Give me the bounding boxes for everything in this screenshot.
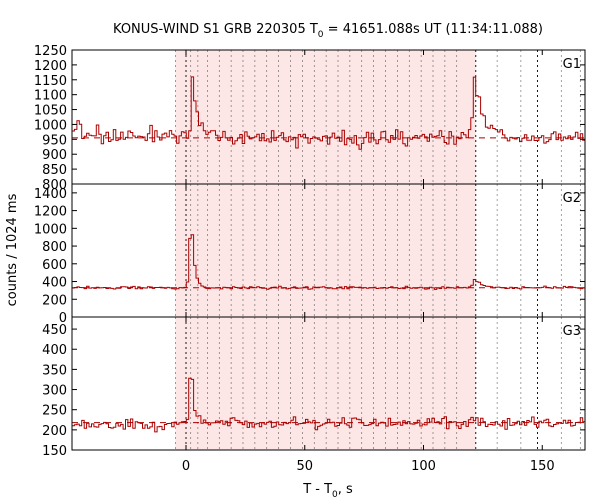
y-tick-label: 200 bbox=[42, 424, 67, 439]
panel-label-g1: G1 bbox=[563, 57, 581, 72]
lightcurve-g2 bbox=[72, 234, 585, 290]
x-axis-label: T - T0, s bbox=[302, 482, 353, 500]
panel-g2: 0 200 400 600 800 1000 1200 1400 G2 bbox=[34, 183, 586, 326]
y-tick-label: 900 bbox=[42, 148, 67, 163]
y-tick-label: 1000 bbox=[34, 222, 67, 237]
panel-g3: 150 200 250 300 350 400 450 G3 bbox=[42, 316, 586, 459]
x-tick-label: 50 bbox=[296, 459, 313, 474]
y-tick-label: 600 bbox=[42, 258, 67, 273]
y-tick-label: 250 bbox=[42, 404, 67, 419]
y-tick-label: 1000 bbox=[34, 118, 67, 133]
y-tick-label: 300 bbox=[42, 384, 67, 399]
y-tick-label: 1250 bbox=[34, 44, 67, 59]
shaded-interval bbox=[175, 184, 476, 317]
panel-label-g3: G3 bbox=[563, 324, 581, 339]
x-tick-label: 100 bbox=[411, 459, 436, 474]
y-tick-label: 1100 bbox=[34, 89, 67, 104]
y-tick-label: 800 bbox=[42, 240, 67, 255]
y-tick-label: 1200 bbox=[34, 59, 67, 74]
shaded-interval bbox=[175, 50, 476, 184]
y-tick-label: 400 bbox=[42, 276, 67, 291]
panel-label-g2: G2 bbox=[563, 191, 581, 206]
shaded-interval bbox=[175, 317, 476, 450]
y-tick-label: 1400 bbox=[34, 187, 67, 202]
y-tick-label: 350 bbox=[42, 363, 67, 378]
y-tick-label: 1150 bbox=[34, 74, 67, 89]
y-tick-label: 200 bbox=[42, 293, 67, 308]
panel-frame bbox=[71, 316, 586, 451]
y-tick-label: 0 bbox=[59, 311, 67, 326]
x-tick-label: 0 bbox=[182, 459, 190, 474]
y-tick-label: 1050 bbox=[34, 104, 67, 119]
y-tick-label: 150 bbox=[42, 444, 67, 459]
y-tick-label: 450 bbox=[42, 323, 67, 338]
y-tick-label: 800 bbox=[42, 178, 67, 193]
chart-title: KONUS-WIND S1 GRB 220305 T0 = 41651.088s… bbox=[113, 22, 543, 40]
y-axis-label: counts / 1024 ms bbox=[5, 193, 20, 306]
y-tick-label: 950 bbox=[42, 133, 67, 148]
lightcurve-g1 bbox=[72, 76, 585, 150]
x-tick-label: 150 bbox=[530, 459, 555, 474]
lightcurve-g3 bbox=[72, 377, 585, 433]
y-tick-label: 400 bbox=[42, 343, 67, 358]
y-tick-label: 1200 bbox=[34, 205, 67, 220]
y-tick-label: 850 bbox=[42, 163, 67, 178]
